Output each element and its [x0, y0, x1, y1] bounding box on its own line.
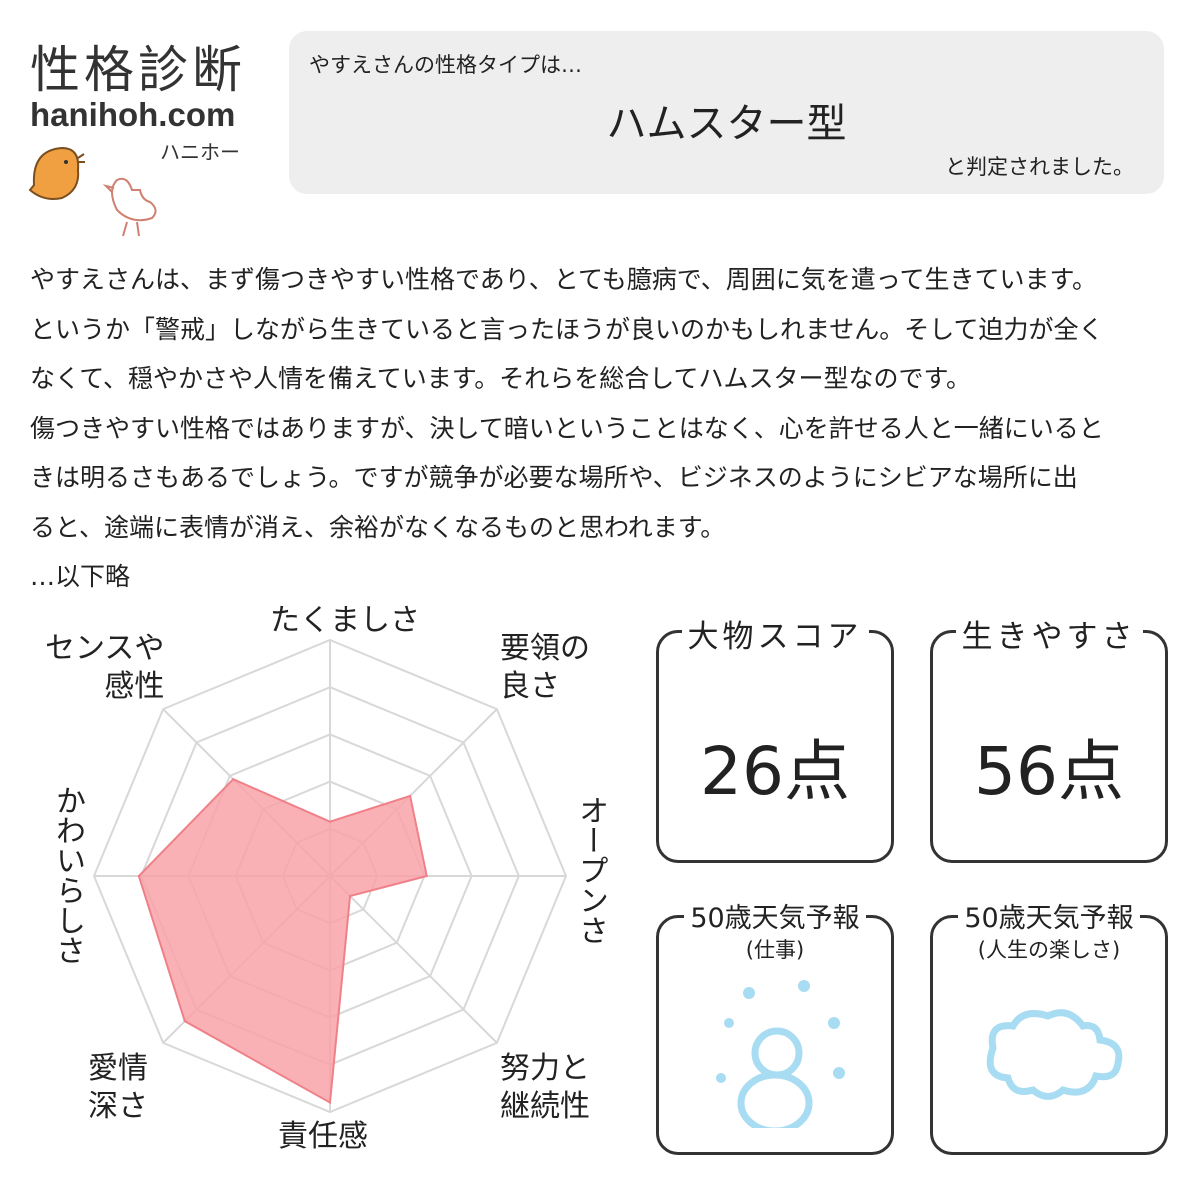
- chick-mascots-icon: [28, 146, 157, 237]
- label-line: 継続性: [500, 1089, 590, 1124]
- result-outro: と判定されました。: [945, 155, 1134, 179]
- radar-point: [425, 875, 428, 877]
- forecast-title: 50歳天気予報: [958, 903, 1140, 934]
- cloud-icon: [986, 1009, 1123, 1100]
- radar-point: [349, 895, 352, 898]
- description-text: やすえさんは、まず傷つきやすい性格であり、とても臆病で、周囲に気を遣って生きてい…: [30, 255, 1180, 602]
- axis-label-responsibility: 責任感: [278, 1119, 368, 1154]
- axis-label-savvy: 要領の 良さ: [500, 630, 590, 706]
- forecast-card-work: 50歳天気予報 (仕事): [656, 903, 894, 1155]
- radar-axis: [329, 875, 498, 1044]
- label-line: 深さ: [88, 1089, 148, 1124]
- radar-point: [329, 1101, 331, 1104]
- score-card-bigshot: 大物スコア 26点: [656, 619, 894, 863]
- description-line: 傷つきやすい性格ではありますが、決して暗いということはなく、心を許せる人と一緒に…: [30, 413, 1104, 443]
- label-line: 感性: [104, 669, 165, 704]
- result-box: やすえさんの性格タイプは… ハムスター型 と判定されました。: [289, 31, 1164, 194]
- radar-point: [183, 1020, 186, 1023]
- description-line: きは明るさもあるでしょう。ですが競争が必要な場所や、ビジネスのようにシビアな場所…: [30, 463, 1078, 492]
- score-title: 大物スコア: [681, 619, 869, 655]
- score-card-livability: 生きやすさ 56点: [930, 619, 1168, 863]
- radar-data-area: [137, 778, 428, 1105]
- label-line: 努力と: [500, 1051, 590, 1086]
- forecast-title: 50歳天気予報: [684, 903, 866, 934]
- label-line: センスや: [45, 631, 165, 666]
- score-title: 生きやすさ: [955, 619, 1143, 655]
- radar-point: [409, 794, 412, 797]
- axis-label-open: オープンさ: [573, 795, 608, 945]
- forecast-sub: (人生の楽しさ): [977, 938, 1121, 962]
- label-line: 要領の: [500, 631, 590, 666]
- axis-label-effort: 努力と 継続性: [500, 1050, 590, 1126]
- description-line: …以下略: [30, 562, 131, 591]
- description-line: というか「警戒」しながら生きていると言ったほうが良いのかもしれません。そして迫力…: [30, 314, 1104, 344]
- snowman-icon: [716, 980, 845, 1128]
- logo-kana: ハニホー: [160, 140, 240, 164]
- radar-chart: たくましさ 要領の 良さ オープンさ 努力と 継続性 責任感 愛情 深さ かわいらしさ…: [0, 600, 640, 1200]
- axis-label-affection: 愛情 深さ: [88, 1050, 148, 1126]
- logo-url: hanihoh.com: [30, 96, 236, 133]
- result-intro: やすえさんの性格タイプは…: [309, 53, 582, 77]
- radar-point: [137, 875, 140, 877]
- description-line: やすえさんは、まず傷つきやすい性格であり、とても臆病で、周囲に気を遣って生きてい…: [30, 265, 1098, 294]
- radar-svg: [92, 638, 568, 1114]
- label-line: 愛情: [88, 1051, 148, 1086]
- logo-title: 性格診断: [30, 41, 246, 99]
- radar-point: [329, 820, 331, 823]
- score-value: 26点: [700, 733, 850, 810]
- axis-label-sense: センスや 感性: [45, 630, 164, 706]
- description-line: なくて、穏やかさや人情を備えています。それらを総合してハムスター型なのです。: [30, 364, 972, 393]
- forecast-card-life: 50歳天気予報 (人生の楽しさ): [930, 903, 1168, 1155]
- label-line: 良さ: [500, 669, 560, 704]
- axis-label-cuteness: かわいらしさ: [50, 785, 85, 965]
- radar-point: [232, 778, 235, 781]
- description-line: ると、途端に表情が消え、余裕がなくなるものと思われます。: [30, 512, 726, 542]
- forecast-sub: (仕事): [745, 938, 805, 962]
- axis-label-tough: たくましさ: [270, 603, 420, 638]
- score-value: 56点: [974, 733, 1124, 810]
- result-type: ハムスター型: [606, 101, 847, 147]
